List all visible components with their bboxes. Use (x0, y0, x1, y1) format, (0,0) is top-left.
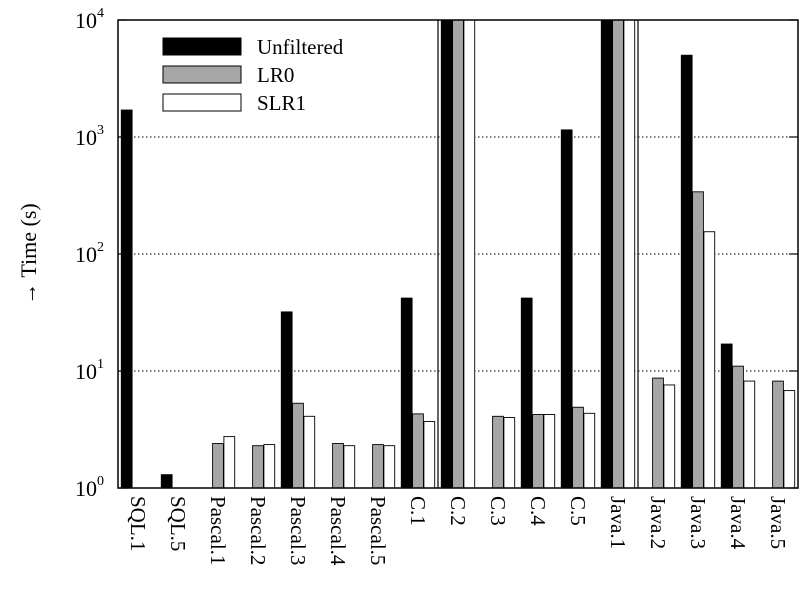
y-axis-label: → Time (s) (16, 203, 41, 304)
bar-lr0-pascal-1 (212, 443, 224, 489)
x-category-label: Java.3 (686, 496, 710, 549)
bars (120, 19, 796, 489)
bar-slr1-pascal-5 (383, 445, 396, 489)
y-tick-label: 101 (75, 357, 104, 384)
bar-slr1-pascal-4 (343, 445, 356, 489)
bar-lr0-java-2 (652, 377, 664, 489)
bar-slr1-c-5 (583, 412, 596, 489)
bar-lr0-java-4 (732, 365, 744, 489)
bar-unfiltered-pascal-3 (280, 311, 293, 489)
bar-slr1-java-3 (703, 231, 716, 489)
bar-unfiltered-c-5 (560, 129, 573, 489)
y-tick-base: 10 (75, 125, 97, 150)
x-category-label: Pascal.1 (206, 496, 230, 565)
x-category-label: Pascal.3 (286, 496, 310, 565)
bar-unfiltered-c-4 (520, 297, 533, 489)
bar-slr1-java-1 (623, 19, 636, 489)
x-category-label: C.3 (486, 496, 510, 526)
bar-unfiltered-java-3 (680, 54, 693, 489)
bar-lr0-java-1 (612, 19, 624, 489)
bar-unfiltered-java-4 (720, 343, 733, 489)
y-tick-exponent: 0 (97, 474, 104, 489)
bar-lr0-java-3 (692, 191, 704, 489)
x-category-label: Java.2 (646, 496, 670, 549)
group-separators (437, 20, 639, 488)
bar-lr0-c-1 (412, 413, 424, 489)
bar-lr0-pascal-4 (332, 443, 344, 489)
bar-lr0-pascal-5 (372, 444, 384, 489)
x-category-label: Java.4 (726, 496, 750, 550)
bar-unfiltered-c-2 (440, 19, 453, 489)
x-category-label: Pascal.2 (246, 496, 270, 565)
x-category-label: Pascal.4 (326, 496, 350, 566)
bar-unfiltered-java-1 (600, 19, 613, 489)
bar-slr1-java-2 (663, 384, 676, 489)
bar-lr0-java-5 (772, 380, 784, 489)
bar-lr0-c-5 (572, 406, 584, 489)
x-category-label: Pascal.5 (366, 496, 390, 565)
x-category-label: C.4 (526, 496, 550, 526)
legend-label-unfiltered: Unfiltered (257, 35, 344, 59)
legend-label-slr1: SLR1 (257, 91, 306, 115)
legend-swatch-unfiltered (162, 37, 242, 56)
bar-lr0-c-4 (532, 414, 544, 489)
y-tick-label: 100 (75, 474, 104, 501)
y-tick-exponent: 2 (97, 240, 104, 255)
x-axis-labels: SQL.1 SQL.5 Pascal.1 Pascal.2 Pascal.3 Pascal… (126, 496, 790, 566)
y-tick-base: 10 (75, 242, 97, 267)
legend-label-lr0: LR0 (257, 63, 294, 87)
bar-unfiltered-sql-1 (120, 109, 133, 489)
x-category-label: Java.1 (606, 496, 630, 549)
x-category-label: SQL.1 (126, 496, 150, 551)
bar-unfiltered-c-1 (400, 297, 413, 489)
x-category-label: Java.5 (766, 496, 790, 549)
y-tick-label: 103 (75, 123, 104, 150)
bar-slr1-pascal-2 (263, 444, 276, 489)
bar-slr1-c-1 (423, 421, 436, 489)
bar-lr0-pascal-2 (252, 445, 264, 489)
y-tick-base: 10 (75, 476, 97, 501)
x-category-label: C.2 (446, 496, 470, 526)
bar-lr0-c-3 (492, 415, 504, 489)
legend: Unfiltered LR0 SLR1 (162, 35, 344, 115)
y-tick-label: 104 (75, 6, 104, 33)
bar-unfiltered-sql-5 (160, 474, 173, 489)
bar-lr0-c-2 (452, 19, 464, 489)
y-tick-exponent: 3 (97, 123, 104, 138)
bar-slr1-c-4 (543, 414, 556, 489)
bar-slr1-pascal-3 (303, 415, 316, 489)
y-tick-base: 10 (75, 8, 97, 33)
y-tick-label: 102 (75, 240, 104, 267)
bar-slr1-java-4 (743, 380, 756, 489)
x-category-label: SQL.5 (166, 496, 190, 551)
bar-slr1-c-2 (463, 19, 476, 489)
legend-swatch-slr1 (162, 93, 242, 112)
bar-lr0-pascal-3 (292, 402, 304, 489)
bar-slr1-java-5 (783, 390, 796, 489)
y-tick-base: 10 (75, 359, 97, 384)
x-category-label: C.1 (406, 496, 430, 526)
legend-swatch-lr0 (162, 65, 242, 84)
bar-slr1-c-3 (503, 417, 516, 489)
y-tick-exponent: 4 (97, 6, 104, 21)
y-tick-exponent: 1 (97, 357, 104, 372)
bar-slr1-pascal-1 (223, 436, 236, 489)
x-category-label: C.5 (566, 496, 590, 526)
